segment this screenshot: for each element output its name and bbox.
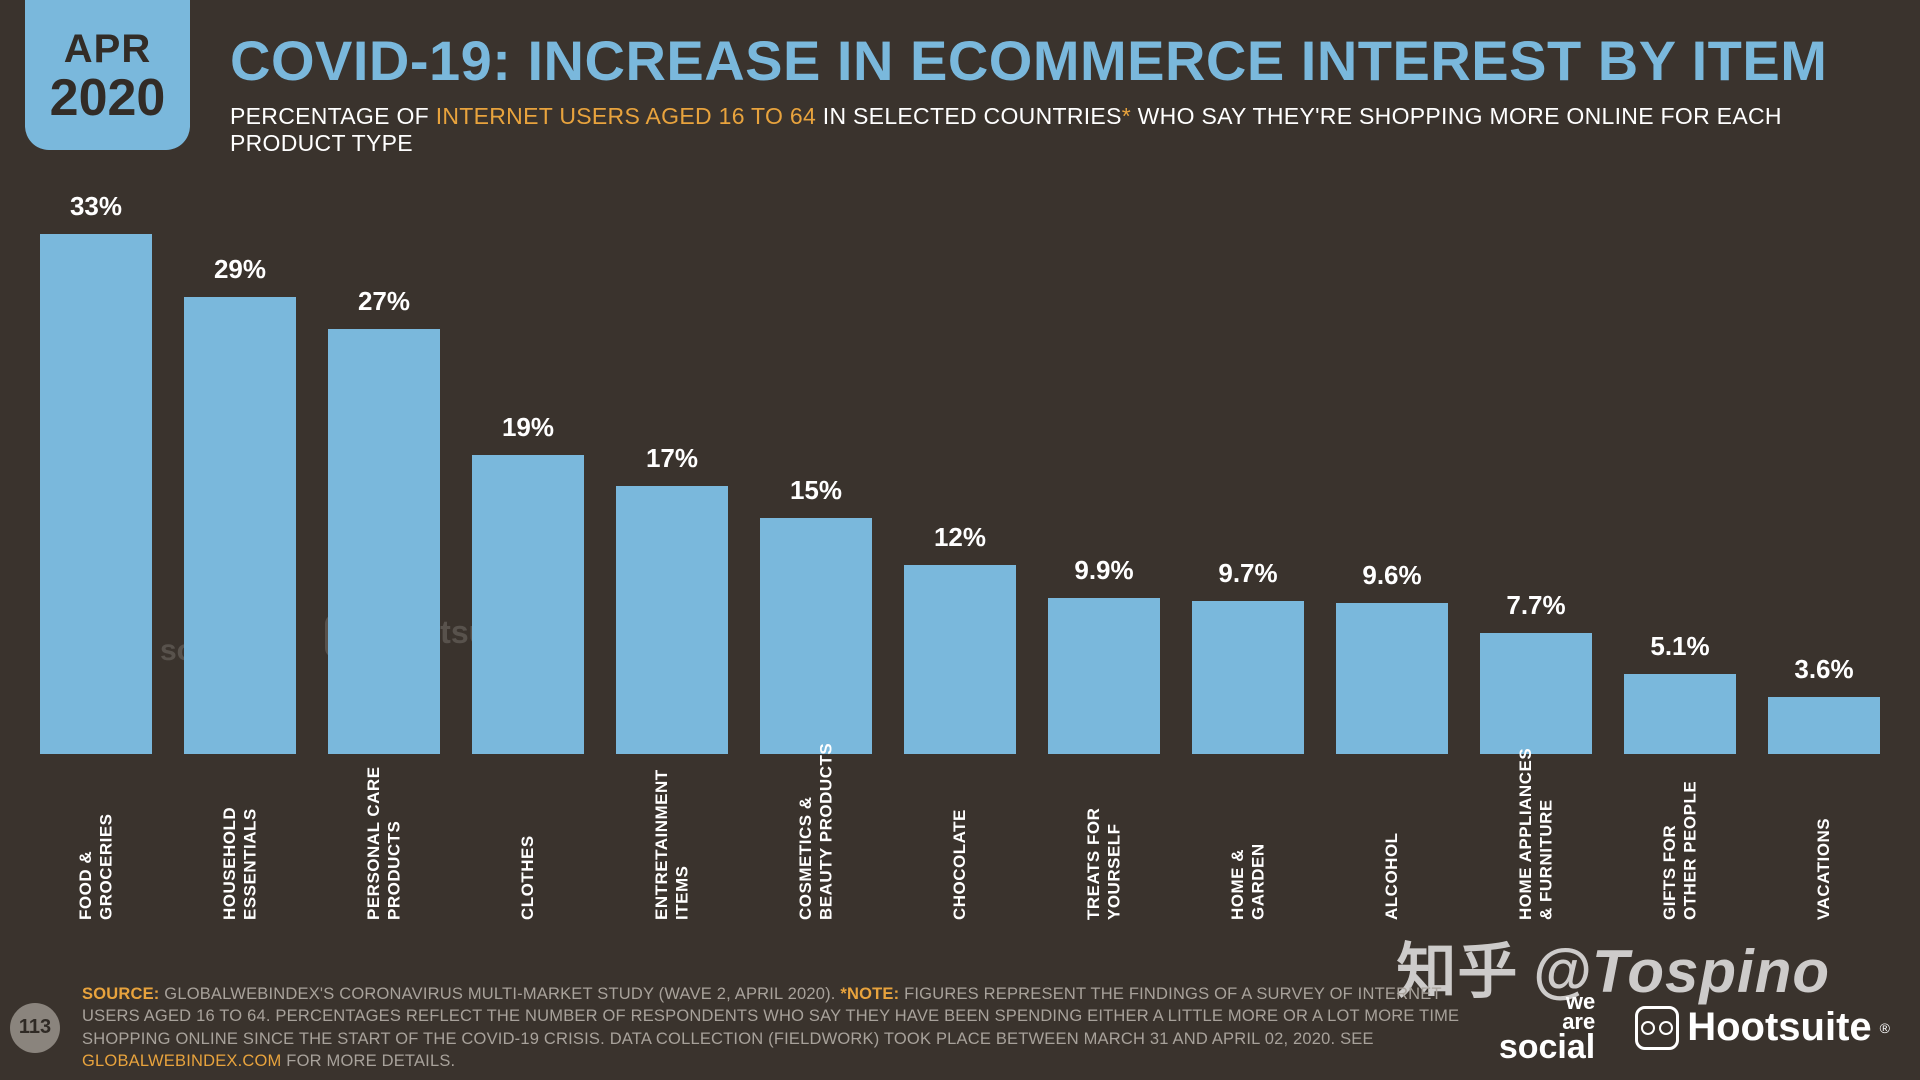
date-badge: APR 2020 [25, 0, 190, 150]
bar-col: 7.7% HOME APPLIANCES & FURNITURE [1480, 590, 1592, 920]
subtitle-highlight: INTERNET USERS AGED 16 TO 64 [436, 103, 816, 129]
owl-icon [1635, 1006, 1679, 1050]
bar-value: 19% [502, 412, 554, 443]
subtitle-pre: PERCENTAGE OF [230, 103, 436, 129]
bar-col: 27% PERSONAL CARE PRODUCTS [328, 286, 440, 920]
bar-rect [1624, 674, 1736, 754]
logo-we-are-social: we are social [1499, 992, 1595, 1062]
bar-rect [328, 329, 440, 754]
bar-rect [1480, 633, 1592, 754]
bar-col: 5.1% GIFTS FOR OTHER PEOPLE [1624, 631, 1736, 920]
bar-value: 29% [214, 254, 266, 285]
bar-rect [40, 234, 152, 754]
bar-col: 33% FOOD & GROCERIES [40, 191, 152, 920]
note-link: GLOBALWEBINDEX.COM [82, 1052, 282, 1070]
bar-label: CLOTHES [518, 770, 538, 920]
bar-rect [1048, 598, 1160, 754]
bar-rect [616, 486, 728, 754]
subtitle-asterisk: * [1122, 103, 1131, 129]
bar-label: TREATS FOR YOURSELF [1084, 770, 1125, 920]
footnote: SOURCE: GLOBALWEBINDEX'S CORONAVIRUS MUL… [82, 983, 1469, 1072]
bar-value: 17% [646, 443, 698, 474]
bar-value: 33% [70, 191, 122, 222]
date-month: APR [64, 27, 151, 72]
bar-label: FOOD & GROCERIES [76, 770, 117, 920]
bar-label: HOUSEHOLD ESSENTIALS [220, 770, 261, 920]
bar-col: 9.7% HOME & GARDEN [1192, 558, 1304, 920]
bar-value: 5.1% [1650, 631, 1709, 662]
bar-value: 9.6% [1362, 560, 1421, 591]
source-label: SOURCE: [82, 985, 160, 1003]
bar-col: 29% HOUSEHOLD ESSENTIALS [184, 254, 296, 920]
bar-value: 12% [934, 522, 986, 553]
bar-rect [760, 518, 872, 754]
logo-hootsuite: Hootsuite® [1635, 1005, 1890, 1050]
bar-rect [472, 455, 584, 754]
bar-value: 7.7% [1506, 590, 1565, 621]
page-subtitle: PERCENTAGE OF INTERNET USERS AGED 16 TO … [230, 103, 1890, 157]
page-title: COVID-19: INCREASE IN ECOMMERCE INTEREST… [230, 28, 1890, 93]
bar-value: 9.7% [1218, 558, 1277, 589]
bar-col: 9.6% ALCOHOL [1336, 560, 1448, 920]
page-number: 113 [10, 1003, 60, 1053]
bar-label: HOME APPLIANCES & FURNITURE [1516, 770, 1557, 920]
title-block: COVID-19: INCREASE IN ECOMMERCE INTEREST… [230, 28, 1890, 157]
bar-col: 12% CHOCOLATE [904, 522, 1016, 920]
bar-label: VACATIONS [1814, 770, 1834, 920]
bar-col: 3.6% VACATIONS [1768, 654, 1880, 920]
bar-rect [904, 565, 1016, 754]
bar-value: 15% [790, 475, 842, 506]
bar-label: CHOCOLATE [950, 770, 970, 920]
footer: 113 SOURCE: GLOBALWEBINDEX'S CORONAVIRUS… [0, 975, 1920, 1080]
bar-value: 3.6% [1794, 654, 1853, 685]
bar-rect [1336, 603, 1448, 754]
bar-col: 19% CLOTHES [472, 412, 584, 920]
bar-rect [184, 297, 296, 754]
bar-label: PERSONAL CARE PRODUCTS [364, 770, 405, 920]
bar-chart: 33%FOOD & GROCERIES29%HOUSEHOLD ESSENTIA… [40, 220, 1880, 920]
bar-rect [1768, 697, 1880, 754]
bar-value: 27% [358, 286, 410, 317]
subtitle-mid: IN SELECTED COUNTRIES [816, 103, 1122, 129]
date-year: 2020 [50, 72, 166, 124]
footer-logos: we are social Hootsuite® [1499, 992, 1890, 1062]
bar-col: 17% ENTRETAINMENT ITEMS [616, 443, 728, 920]
bar-value: 9.9% [1074, 555, 1133, 586]
bar-col: 9.9% TREATS FOR YOURSELF [1048, 555, 1160, 920]
bar-label: COSMETICS & BEAUTY PRODUCTS [796, 770, 837, 920]
bar-rect [1192, 601, 1304, 754]
bar-label: GIFTS FOR OTHER PEOPLE [1660, 770, 1701, 920]
bar-label: ALCOHOL [1382, 770, 1402, 920]
bar-label: ENTRETAINMENT ITEMS [652, 770, 693, 920]
note-tail: FOR MORE DETAILS. [282, 1052, 456, 1070]
bar-col: 15% COSMETICS & BEAUTY PRODUCTS [760, 475, 872, 920]
note-label: *NOTE: [840, 985, 899, 1003]
bar-label: HOME & GARDEN [1228, 770, 1269, 920]
source-text: GLOBALWEBINDEX'S CORONAVIRUS MULTI-MARKE… [160, 985, 841, 1003]
